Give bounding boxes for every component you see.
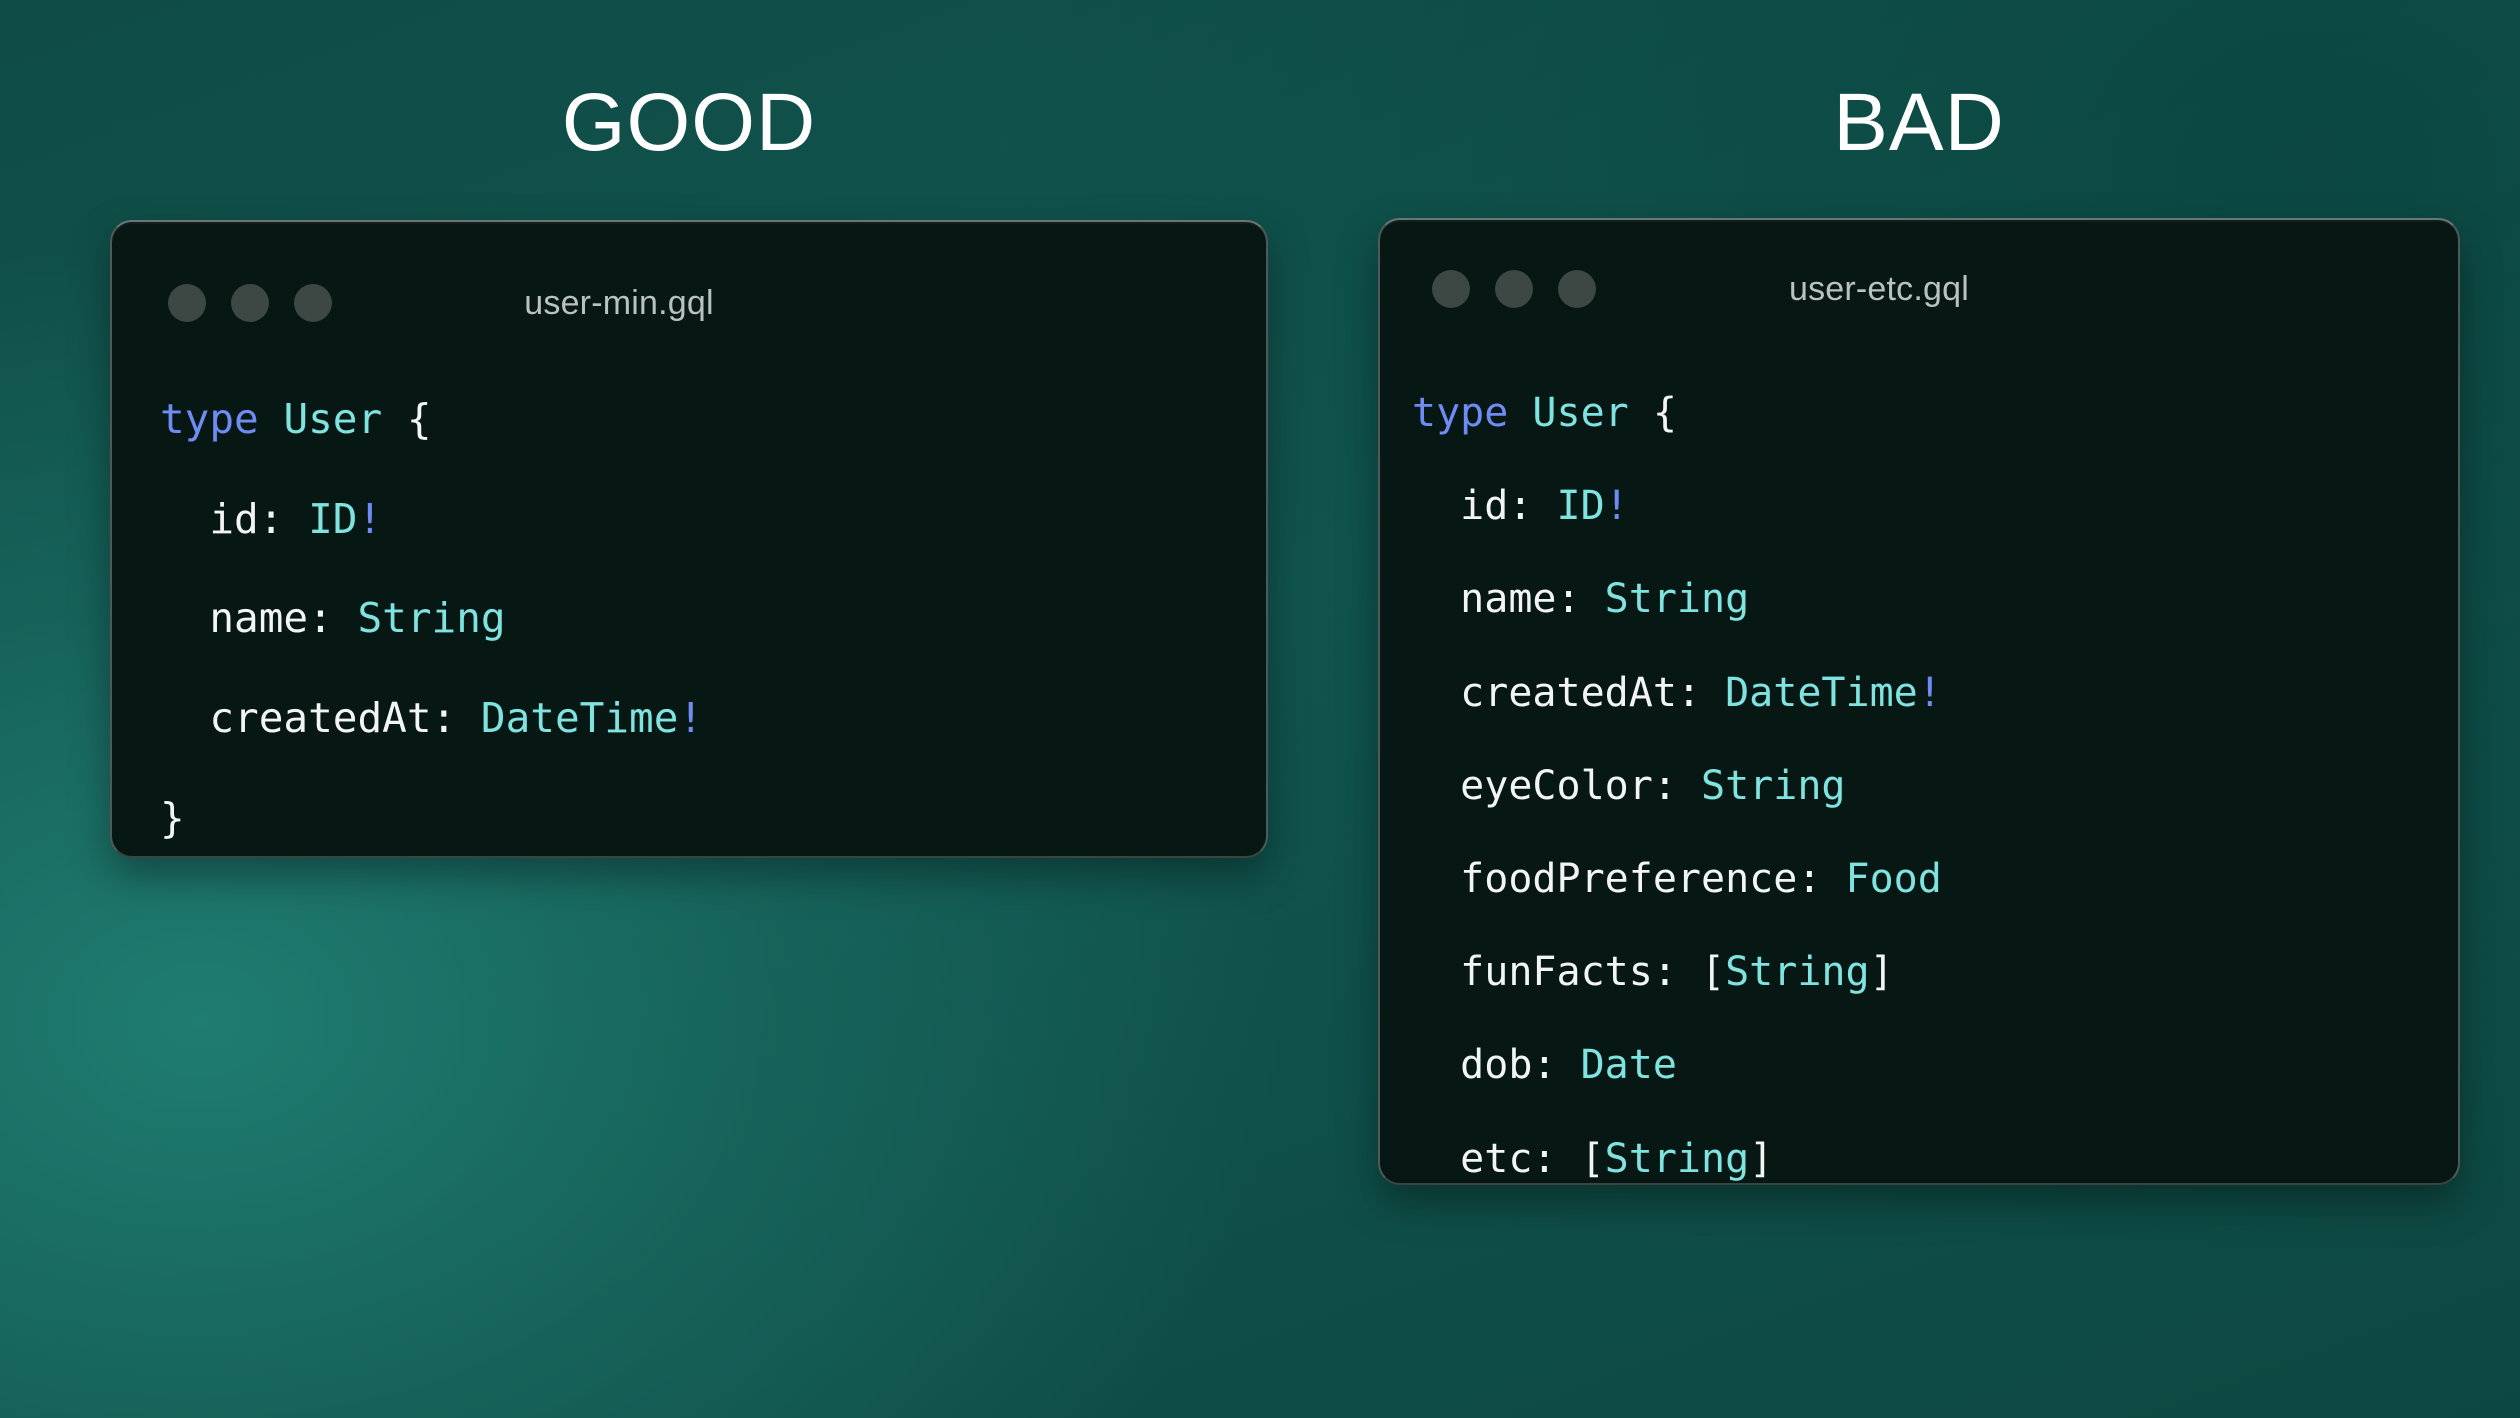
code-token-punct bbox=[1508, 390, 1532, 436]
code-line: funFacts: [String] bbox=[1412, 949, 2458, 996]
code-line: id: ID! bbox=[160, 495, 1266, 545]
window-dot-zoom-icon[interactable] bbox=[294, 284, 332, 322]
window-filename-bad: user-etc.gql bbox=[1788, 270, 1970, 308]
code-line: eyeColor: String bbox=[1412, 763, 2458, 810]
code-token-type: String bbox=[1604, 1135, 1750, 1182]
window-dot-minimize-icon[interactable] bbox=[1495, 270, 1533, 308]
code-token-punct: } bbox=[160, 793, 185, 842]
code-line: createdAt: DateTime! bbox=[1412, 670, 2458, 717]
code-token-field: eyeColor: bbox=[1412, 762, 1701, 809]
code-line: etc: [String] bbox=[1412, 1136, 2458, 1183]
code-token-type: DateTime bbox=[480, 693, 679, 742]
code-token-kw: type bbox=[160, 395, 259, 443]
code-token-field: foodPreference: bbox=[1412, 855, 1846, 902]
code-token-punct: ] bbox=[1749, 1135, 1774, 1182]
window-dot-minimize-icon[interactable] bbox=[231, 284, 269, 322]
code-token-field: dob: bbox=[1412, 1042, 1581, 1089]
code-token-field: name: bbox=[160, 594, 358, 643]
window-titlebar-good: user-min.gql bbox=[112, 222, 1266, 334]
code-token-type: User bbox=[1532, 390, 1629, 436]
code-line: createdAt: DateTime! bbox=[160, 694, 1266, 744]
code-window-good: user-min.gql type User { id: ID! name: S… bbox=[110, 220, 1268, 858]
code-token-type: String bbox=[357, 594, 506, 643]
code-token-field: createdAt: bbox=[1412, 669, 1726, 716]
code-line: type User { bbox=[160, 395, 1266, 445]
code-token-punct: { bbox=[406, 395, 432, 443]
code-line: type User { bbox=[1412, 390, 2458, 437]
code-line: name: String bbox=[160, 594, 1266, 644]
code-token-bang: ! bbox=[1917, 669, 1942, 716]
code-token-bang: ! bbox=[357, 494, 383, 543]
window-dot-close-icon[interactable] bbox=[1432, 270, 1470, 308]
window-filename-good: user-min.gql bbox=[524, 284, 714, 322]
code-token-type: String bbox=[1725, 949, 1870, 996]
code-token-kw: type bbox=[1412, 390, 1509, 436]
code-token-type: String bbox=[1700, 762, 1846, 809]
code-token-type: Food bbox=[1845, 855, 1942, 902]
code-line: id: ID! bbox=[1412, 483, 2458, 530]
window-dot-close-icon[interactable] bbox=[168, 284, 206, 322]
code-token-field: createdAt: bbox=[160, 693, 481, 742]
code-token-punct bbox=[259, 395, 284, 443]
code-token-type: User bbox=[283, 395, 383, 443]
code-token-punct bbox=[382, 395, 407, 443]
code-window-bad: user-etc.gql type User { id: ID! name: S… bbox=[1378, 218, 2460, 1185]
code-token-field: id: bbox=[160, 494, 309, 543]
code-token-punct: ] bbox=[1869, 949, 1894, 996]
code-token-type: ID bbox=[308, 494, 358, 543]
code-token-bang: ! bbox=[678, 693, 704, 742]
column-heading-bad: BAD bbox=[1833, 77, 2005, 168]
column-heading-good: GOOD bbox=[561, 77, 817, 168]
code-line: dob: Date bbox=[1412, 1042, 2458, 1089]
window-titlebar-bad: user-etc.gql bbox=[1380, 220, 2458, 332]
code-token-field: funFacts: bbox=[1412, 949, 1701, 996]
code-token-punct: [ bbox=[1580, 1135, 1605, 1182]
window-dot-zoom-icon[interactable] bbox=[1558, 270, 1596, 308]
code-line: } bbox=[160, 794, 1266, 844]
code-token-field: id: bbox=[1412, 483, 1557, 530]
code-block-bad: type User { id: ID! name: String created… bbox=[1380, 372, 2458, 1183]
window-traffic-lights-bad bbox=[1432, 270, 1596, 308]
code-token-type: String bbox=[1604, 576, 1750, 623]
code-token-field: etc: bbox=[1412, 1135, 1581, 1182]
code-token-type: DateTime bbox=[1725, 669, 1918, 716]
code-token-type: Date bbox=[1580, 1042, 1677, 1089]
code-token-punct bbox=[1629, 390, 1653, 436]
code-block-good: type User { id: ID! name: String created… bbox=[112, 375, 1266, 843]
code-line: name: String bbox=[1412, 576, 2458, 623]
code-line: foodPreference: Food bbox=[1412, 856, 2458, 903]
code-token-field: name: bbox=[1412, 576, 1605, 623]
code-token-bang: ! bbox=[1604, 483, 1629, 530]
code-token-type: ID bbox=[1556, 483, 1605, 530]
code-token-punct: [ bbox=[1700, 949, 1726, 996]
window-traffic-lights-good bbox=[168, 284, 332, 322]
code-token-punct: { bbox=[1652, 390, 1677, 436]
